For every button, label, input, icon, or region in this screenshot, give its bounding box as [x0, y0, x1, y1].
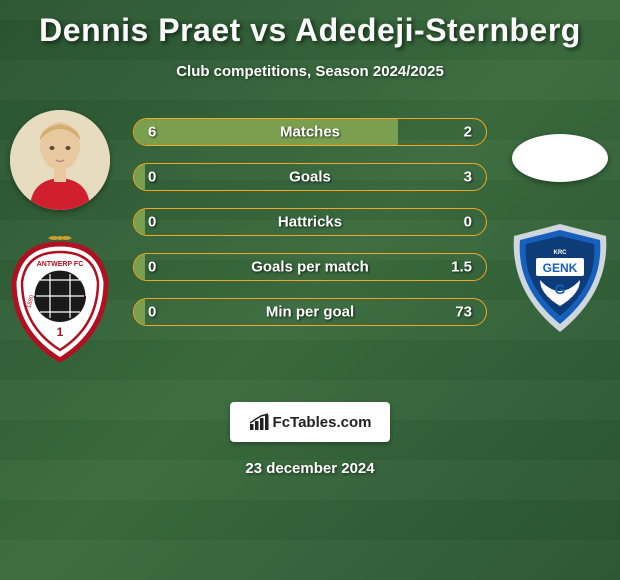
svg-text:G: G — [555, 281, 566, 297]
stat-bar-row: 0 Min per goal 73 — [133, 298, 487, 326]
date-text: 23 december 2024 — [0, 460, 620, 477]
right-club-badge: GENK KRC G — [500, 214, 620, 344]
stat-bar-fill — [134, 254, 145, 280]
stat-bar-fill — [134, 164, 145, 190]
stat-bar-row: 6 Matches 2 — [133, 118, 487, 146]
stat-bar-fill — [134, 119, 398, 145]
antwerp-badge-icon: ANTWERP FC 1 1880 — [0, 232, 120, 362]
svg-text:1: 1 — [57, 325, 64, 339]
stat-right-value: 3 — [464, 169, 472, 186]
left-player-column: ANTWERP FC 1 1880 — [5, 110, 115, 362]
stat-label: Hattricks — [278, 214, 342, 231]
stat-bar-row: 0 Hattricks 0 — [133, 208, 487, 236]
svg-text:GENK: GENK — [543, 261, 578, 275]
stat-label: Goals per match — [251, 259, 369, 276]
genk-badge-icon: GENK KRC G — [508, 222, 612, 336]
stat-right-value: 0 — [464, 214, 472, 231]
stat-bar-row: 0 Goals 3 — [133, 163, 487, 191]
player-silhouette-icon — [10, 110, 110, 210]
left-player-avatar — [10, 110, 110, 210]
page-title: Dennis Praet vs Adedeji-Sternberg — [0, 0, 620, 49]
comparison-content: ANTWERP FC 1 1880 6 Matches 2 0 Goals 3 0 Hattr… — [0, 110, 620, 362]
stat-label: Min per goal — [266, 304, 354, 321]
right-player-column: GENK KRC G — [505, 110, 615, 344]
stat-right-value: 2 — [464, 124, 472, 141]
stat-bar-fill — [134, 299, 145, 325]
stat-left-value: 0 — [148, 304, 156, 321]
subtitle: Club competitions, Season 2024/2025 — [0, 63, 620, 80]
stat-bar-row: 0 Goals per match 1.5 — [133, 253, 487, 281]
stat-right-value: 73 — [455, 304, 472, 321]
stat-label: Matches — [280, 124, 340, 141]
stat-label: Goals — [289, 169, 331, 186]
stat-left-value: 6 — [148, 124, 156, 141]
brand-text: FcTables.com — [273, 414, 372, 431]
stat-left-value: 0 — [148, 259, 156, 276]
svg-text:ANTWERP FC: ANTWERP FC — [37, 261, 84, 268]
stat-bars: 6 Matches 2 0 Goals 3 0 Hattricks 0 0 Goals per ma… — [133, 110, 487, 326]
svg-text:KRC: KRC — [554, 250, 568, 256]
stat-right-value: 1.5 — [451, 259, 472, 276]
chart-icon — [249, 413, 269, 431]
left-club-badge: ANTWERP FC 1 1880 — [0, 232, 120, 362]
stat-left-value: 0 — [148, 214, 156, 231]
brand-badge[interactable]: FcTables.com — [230, 402, 390, 442]
stat-bar-fill — [134, 209, 145, 235]
stat-left-value: 0 — [148, 169, 156, 186]
right-player-avatar — [512, 134, 608, 182]
